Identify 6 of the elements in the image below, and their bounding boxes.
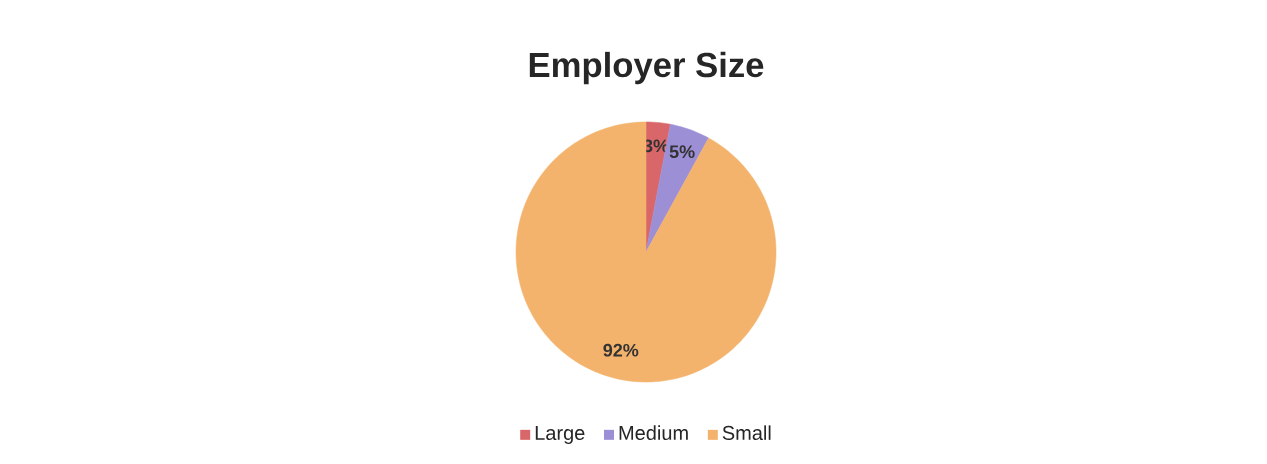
legend-label: Large: [535, 426, 585, 444]
legend-label: Medium: [619, 425, 688, 441]
legend-label: Small: [722, 425, 771, 441]
data-label: 92%: [603, 343, 639, 357]
data-label: 5%: [669, 145, 695, 159]
chart-title: Employer Size: [529, 51, 764, 85]
